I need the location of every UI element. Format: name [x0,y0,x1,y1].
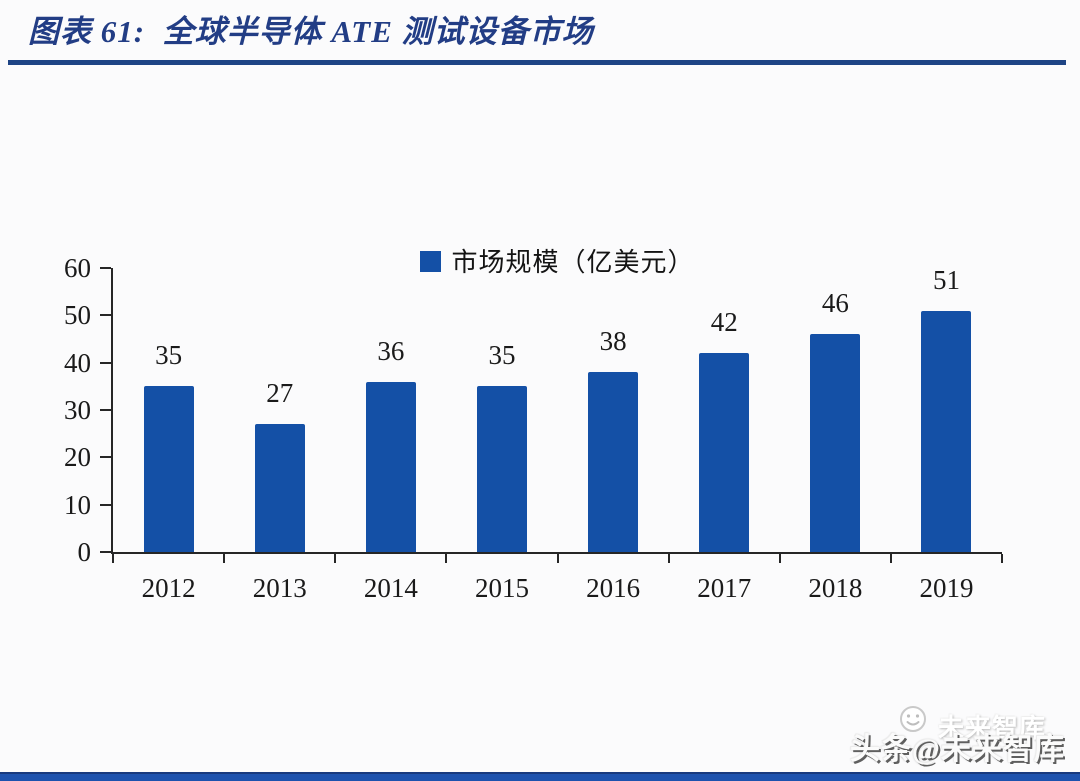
x-category-label-2014: 2014 [363,573,418,603]
y-tick-mark [100,314,111,317]
y-tick-label-50: 50 [64,300,91,331]
bar-value-label-2018: 46 [821,288,849,319]
watermark-ghost-text: 未来智库 [938,714,1047,743]
y-tick-label-40: 40 [64,347,91,378]
x-tick-mark [445,554,448,563]
x-tick-mark [112,554,114,563]
x-category-label-2019: 2019 [919,573,974,603]
bar-2013 [254,424,305,552]
watermark: 未来智库 头条@未来智库 [850,706,1078,766]
bar-value-label-2015: 35 [488,340,516,371]
legend-swatch [420,251,442,272]
x-tick-mark [889,554,892,563]
x-category-label-2015: 2015 [474,573,529,603]
x-category-label-2017: 2017 [697,573,752,603]
bar-value-label-2016: 38 [599,326,627,357]
y-tick-label-30: 30 [64,395,91,425]
x-tick-mark [334,554,337,563]
x-category-label-2016: 2016 [586,573,641,603]
bar-2017 [699,353,750,552]
y-tick-mark [100,551,111,553]
y-tick-mark [100,267,111,269]
x-tick-mark [778,554,781,563]
bar-2019 [921,310,972,552]
bottom-accent-bar [0,772,1080,781]
x-tick-mark [667,554,670,563]
x-tick-mark [1001,554,1003,563]
bar-value-label-2012: 35 [155,340,183,371]
x-category-label-2012: 2012 [141,573,196,603]
y-tick-mark [100,503,111,506]
y-tick-mark [100,456,111,459]
x-category-label-2013: 2013 [252,573,307,603]
y-tick-label-20: 20 [64,442,91,473]
y-tick-mark [100,361,111,364]
bar-2015 [476,386,527,552]
bar-2016 [588,372,639,552]
y-tick-label-60: 60 [64,253,91,283]
smiley-logo-icon [898,704,928,739]
legend-label: 市场规模（亿美元） [451,248,695,277]
x-axis-line [111,552,1002,554]
bar-2014 [365,381,416,552]
x-tick-mark [556,554,559,563]
bar-value-label-2019: 51 [932,264,960,295]
y-tick-label-0: 0 [77,537,92,567]
bar-value-label-2017: 42 [710,307,738,338]
bar-value-label-2014: 36 [377,335,405,366]
bar-2018 [810,334,861,552]
y-tick-mark [100,409,111,411]
title-underline [8,60,1066,65]
y-axis-line [111,268,113,554]
x-tick-mark [223,554,226,563]
figure-title: 图表 61: 全球半导体 ATE 测试设备市场 [28,14,594,49]
y-tick-label-10: 10 [64,489,91,520]
chart-legend: 市场规模（亿美元） [113,242,1002,279]
bar-value-label-2013: 27 [266,378,294,409]
x-category-label-2018: 2018 [808,573,863,603]
watermark-main-text: 头条@未来智库 [850,733,1065,766]
bar-2012 [143,386,194,552]
